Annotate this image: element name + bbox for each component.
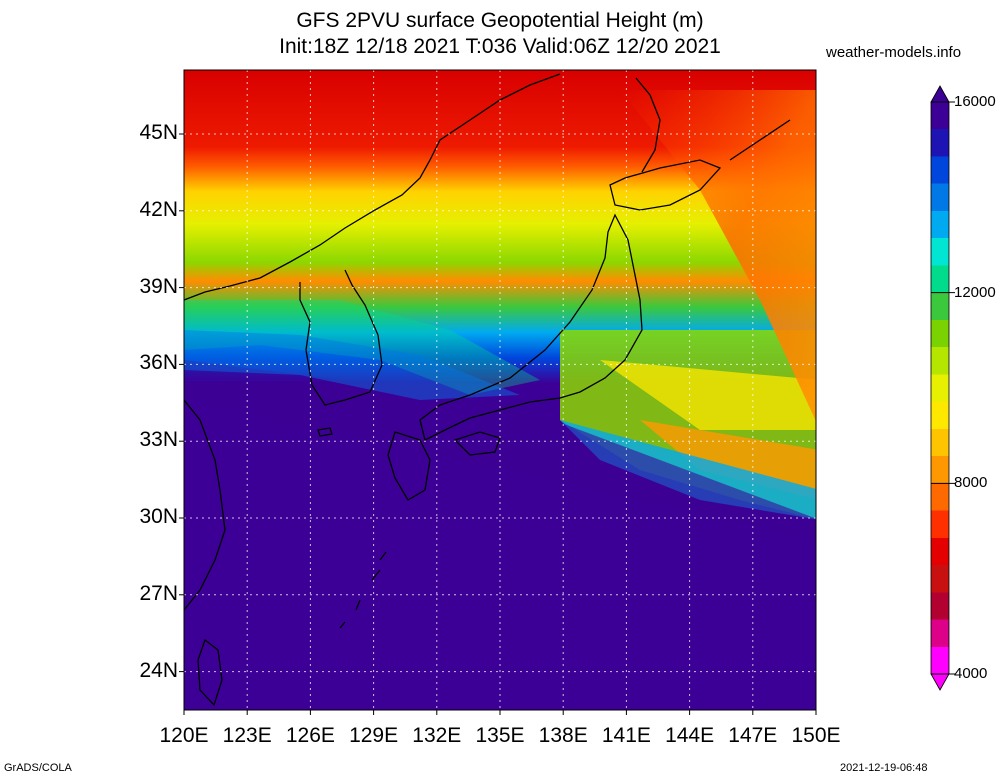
colorbar-label: 12000 <box>954 283 996 301</box>
lon-label: 138E <box>538 724 588 747</box>
timestamp-label: 2021-12-19-06:48 <box>840 762 928 774</box>
colorbar-max-arrow <box>930 85 950 103</box>
lat-label: 27N <box>139 581 178 605</box>
contour-field <box>184 70 816 710</box>
lon-label: 141E <box>601 724 651 747</box>
lon-label: 120E <box>159 724 209 747</box>
lat-label: 45N <box>139 121 178 144</box>
lat-label: 42N <box>139 197 178 221</box>
chart-title: GFS 2PVU surface Geopotential Height (m) <box>296 9 704 32</box>
colorbar <box>930 85 955 691</box>
graticule <box>184 70 816 710</box>
axis-ticks <box>179 133 817 715</box>
lon-label: 129E <box>349 724 399 747</box>
lon-label: 150E <box>791 724 841 747</box>
lon-label: 144E <box>665 724 715 747</box>
lon-label: 123E <box>222 724 272 747</box>
colorbar-label: 4000 <box>954 665 988 682</box>
lon-label: 147E <box>728 724 778 747</box>
website-label: weather-models.info <box>826 44 962 61</box>
lat-label: 39N <box>139 274 178 298</box>
lon-label: 135E <box>475 724 525 747</box>
credit-label: GrADS/COLA <box>4 762 72 774</box>
chart-subtitle: Init:18Z 12/18 2021 T:036 Valid:06Z 12/2… <box>279 35 721 58</box>
lon-label: 126E <box>285 724 335 747</box>
lat-label: 36N <box>139 351 178 375</box>
lat-label: 30N <box>139 505 178 528</box>
lat-label: 33N <box>139 428 178 452</box>
colorbar-min-arrow <box>930 673 950 691</box>
colorbar-label: 8000 <box>954 474 988 492</box>
colorbar-label: 16000 <box>954 93 996 110</box>
lat-label: 24N <box>139 658 178 682</box>
coastlines <box>184 73 791 707</box>
lon-label: 132E <box>412 724 462 747</box>
